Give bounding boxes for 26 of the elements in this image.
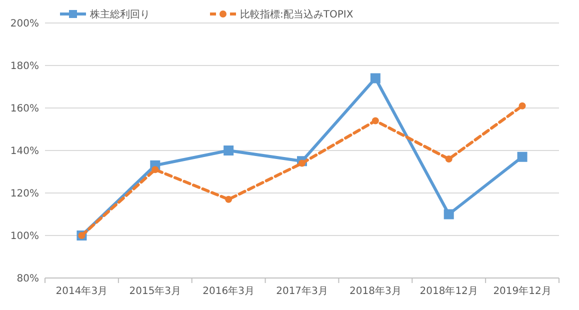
legend-label: 比較指標:配当込みTOPIX (240, 8, 354, 20)
y-tick-label: 120% (10, 188, 39, 200)
point (445, 156, 452, 162)
y-tick-label: 160% (10, 104, 39, 114)
y-tick-label: 200% (10, 18, 39, 30)
y-tick-label: 140% (10, 146, 39, 157)
x-tick-label: 2014年3月 (56, 285, 108, 297)
y-tick-label: 180% (10, 61, 39, 72)
y-tick-label: 100% (10, 231, 39, 242)
x-tick-label: 2018年12月 (420, 285, 478, 297)
x-tick-label: 2015年3月 (129, 285, 182, 297)
point (518, 102, 526, 110)
point (370, 73, 380, 84)
point (517, 152, 528, 162)
x-tick-label: 2018年3月 (350, 285, 402, 297)
point (298, 160, 306, 167)
point (152, 166, 159, 174)
point (372, 117, 379, 124)
point (225, 196, 232, 203)
point (444, 209, 454, 220)
x-tick-label: 2017年3月 (276, 285, 328, 297)
x-tick-label: 2016年3月 (202, 285, 254, 297)
x-tick-label: 2019年12月 (493, 285, 552, 297)
point (224, 146, 234, 156)
y-tick-label: 80% (16, 274, 39, 284)
legend-label: 株主総利回り (89, 8, 150, 20)
